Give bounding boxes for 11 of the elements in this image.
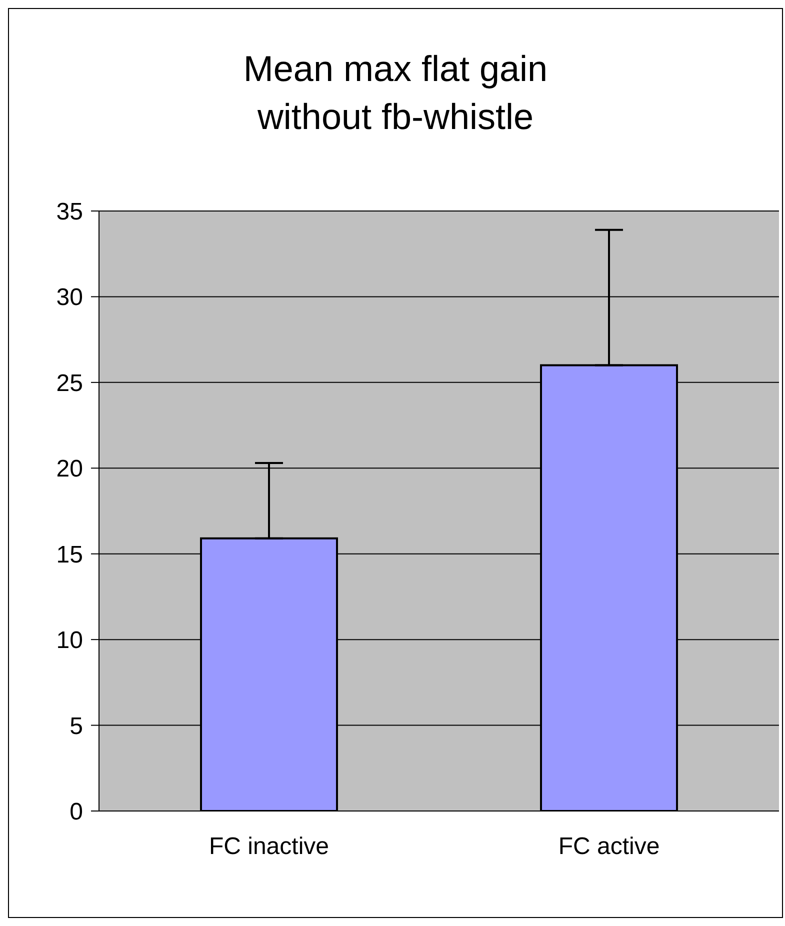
y-tick-label: 5 xyxy=(70,712,83,740)
y-tick-label: 25 xyxy=(56,370,83,397)
x-tick-label: FC active xyxy=(558,833,660,860)
x-tick-label: FC inactive xyxy=(208,833,330,860)
y-tick-label: 0 xyxy=(70,798,83,826)
y-tick-label: 20 xyxy=(56,456,83,483)
chart-title: Mean max flat gain without fb-whistle xyxy=(242,47,549,139)
y-tick-label: 30 xyxy=(56,284,83,312)
y-tick-label: 10 xyxy=(56,627,83,654)
y-tick-label: 35 xyxy=(56,198,83,226)
y-tick-label: 15 xyxy=(56,541,83,568)
